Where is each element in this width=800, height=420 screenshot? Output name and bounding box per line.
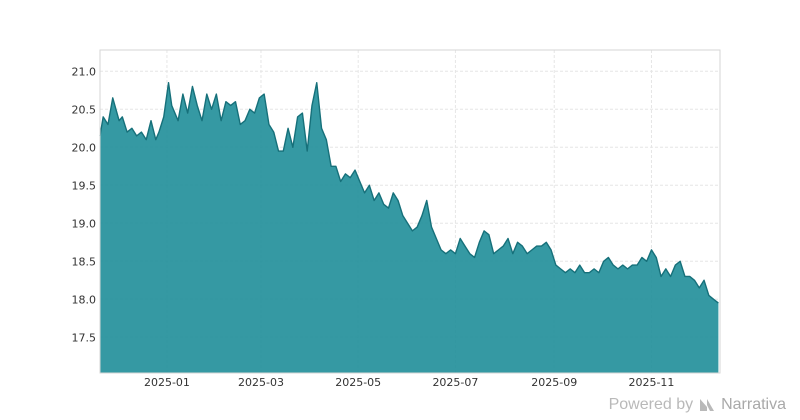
- y-tick-label: 21.0: [72, 65, 97, 78]
- x-tick-label: 2025-07: [432, 376, 478, 389]
- y-tick-label: 20.0: [72, 141, 97, 154]
- powered-by-text: Powered by: [608, 396, 694, 413]
- x-tick-label: 2025-03: [238, 376, 284, 389]
- y-tick-label: 20.5: [72, 103, 97, 116]
- y-tick-label: 18.5: [72, 255, 97, 268]
- x-tick-label: 2025-11: [628, 376, 674, 389]
- x-tick-label: 2025-09: [531, 376, 577, 389]
- y-tick-label: 18.0: [72, 293, 97, 306]
- y-tick-label: 17.5: [72, 331, 97, 344]
- x-tick-label: 2025-05: [335, 376, 381, 389]
- area-series: [99, 81, 719, 374]
- narrativa-logo-icon: [700, 399, 715, 411]
- plot-frame: [99, 49, 721, 374]
- y-axis-ticks: 17.5 18.0 18.5 19.0 19.5 20.0 20.5 21.0: [72, 65, 97, 344]
- footer-attribution: Powered by Narrativa: [609, 396, 786, 414]
- y-tick-label: 19.5: [72, 179, 97, 192]
- area-fill: [100, 82, 719, 374]
- x-axis-ticks: 2025-01 2025-03 2025-05 2025-07 2025-09 2025-…: [144, 376, 674, 389]
- x-tick-label: 2025-01: [144, 376, 190, 389]
- y-tick-label: 19.0: [72, 217, 97, 230]
- series-line: [99, 81, 719, 304]
- brand-text: Narrativa: [721, 396, 786, 413]
